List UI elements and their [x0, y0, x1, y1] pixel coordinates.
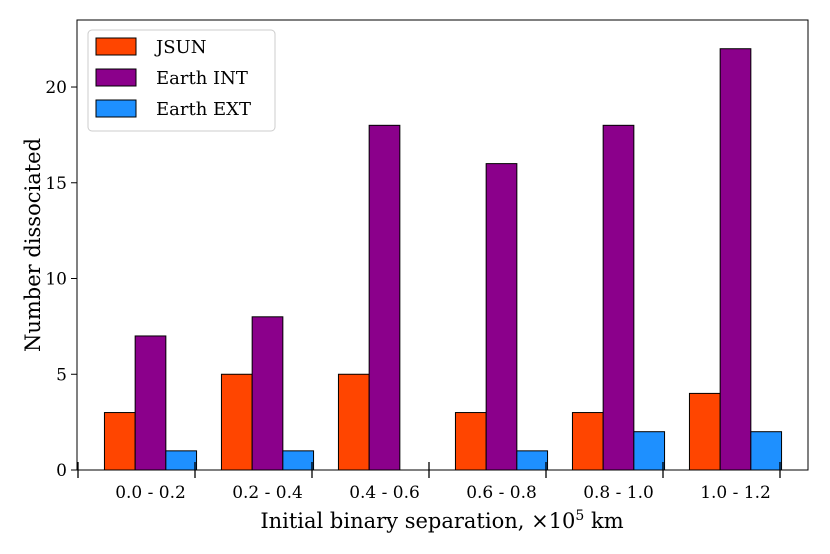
bar-earth-ext-4: [633, 431, 666, 471]
bar-jsun-3: [454, 412, 487, 471]
bar-earth-ext-0: [165, 450, 198, 471]
x-axis-label: Initial binary separation, ×105 km: [260, 508, 623, 533]
bar-earth-ext-3: [516, 450, 549, 471]
bar-earth-int-1: [251, 316, 284, 471]
y-tick-label: 20: [45, 78, 67, 98]
bar-jsun-4: [571, 412, 604, 471]
bars-group: [103, 48, 783, 471]
bar-jsun-1: [220, 373, 253, 471]
x-tick-label: 0.6 - 0.8: [466, 483, 537, 503]
legend-label: Earth INT: [156, 68, 248, 89]
y-tick-label: 5: [56, 365, 67, 385]
bar-earth-int-3: [485, 163, 518, 471]
y-tick-label: 15: [45, 174, 67, 194]
legend-label: Earth EXT: [156, 99, 251, 120]
bar-earth-int-2: [368, 124, 401, 471]
bar-jsun-0: [103, 412, 136, 471]
legend: JSUN Earth INT Earth EXT: [87, 29, 276, 132]
legend-swatch: [95, 99, 137, 118]
x-tick-label: 0.4 - 0.6: [349, 483, 420, 503]
bar-earth-ext-5: [750, 431, 783, 471]
bar-earth-ext-1: [282, 450, 315, 471]
bar-jsun-2: [337, 373, 370, 471]
x-tick-label: 0.0 - 0.2: [115, 483, 186, 503]
x-axis: 0.0 - 0.2 0.2 - 0.4 0.4 - 0.6 0.6 - 0.8 0.8 …: [77, 462, 781, 503]
bar-earth-int-5: [719, 48, 752, 471]
y-tick-label: 0: [56, 461, 67, 481]
bar-earth-int-4: [602, 124, 635, 471]
y-tick-label: 10: [45, 270, 67, 290]
legend-swatch: [95, 37, 137, 56]
bar-earth-int-0: [134, 335, 167, 471]
legend-label: JSUN: [154, 37, 206, 58]
y-axis-label: Number dissociated: [21, 138, 45, 352]
legend-swatch: [95, 68, 137, 87]
y-axis: 0 5 10 15 20: [45, 78, 77, 481]
x-tick-label: 1.0 - 1.2: [700, 483, 771, 503]
x-tick-label: 0.2 - 0.4: [232, 483, 303, 503]
bar-jsun-5: [688, 392, 721, 471]
x-tick-label: 0.8 - 1.0: [583, 483, 654, 503]
